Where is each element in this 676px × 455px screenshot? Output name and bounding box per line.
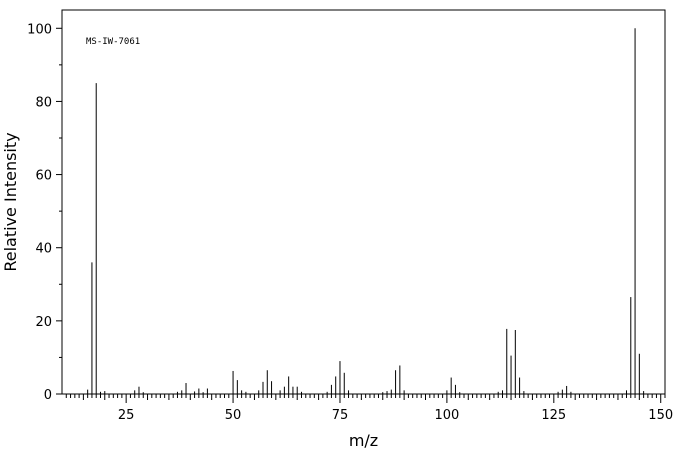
y-tick-label: 100 xyxy=(27,22,52,37)
x-tick-label: 150 xyxy=(648,408,673,423)
y-tick-label: 80 xyxy=(35,95,52,110)
y-tick-label: 20 xyxy=(35,315,52,330)
x-tick-label: 75 xyxy=(332,408,349,423)
x-tick-label: 100 xyxy=(434,408,459,423)
x-tick-label: 50 xyxy=(225,408,242,423)
y-tick-label: 40 xyxy=(35,242,52,257)
x-axis-title: m/z xyxy=(349,431,378,450)
y-axis-ticks: 0 20 40 60 80 100 xyxy=(27,22,62,403)
x-tick-label: 25 xyxy=(118,408,135,423)
plot-frame xyxy=(61,9,666,395)
spectrum-peaks xyxy=(87,28,645,394)
y-tick-label: 0 xyxy=(44,388,52,403)
x-axis-ticks: 25 50 75 100 125 150 xyxy=(65,394,673,423)
y-tick-label: 60 xyxy=(35,169,52,184)
spectrum-id-annotation: MS-IW-7061 xyxy=(86,37,140,47)
y-axis-title: Relative Intensity xyxy=(1,132,20,271)
x-tick-label: 125 xyxy=(541,408,566,423)
